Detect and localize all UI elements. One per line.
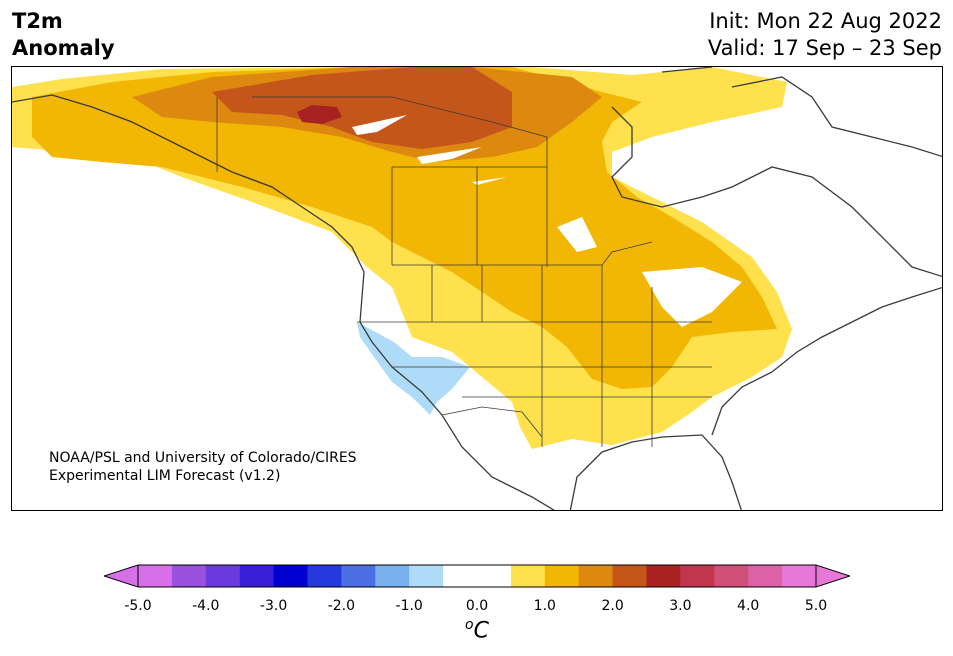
colorbar-cell xyxy=(782,565,817,587)
lake-patch xyxy=(472,177,507,185)
anomaly-map xyxy=(11,66,943,511)
colorbar-tick-label: 0.0 xyxy=(465,598,489,614)
credit-text: NOAA/PSL and University of Colorado/CIRE… xyxy=(49,449,357,485)
lake-patch xyxy=(352,115,407,135)
great-lakes-patch xyxy=(642,267,742,327)
colorbar-cell xyxy=(239,565,275,587)
colorbar-cell xyxy=(443,565,478,587)
colorbar-cell xyxy=(375,565,410,587)
title-line-1: T2m xyxy=(12,9,63,33)
colorbar-cell xyxy=(205,565,241,587)
colorbar-tick-label: 1.0 xyxy=(533,598,556,614)
political-borders xyxy=(216,96,712,447)
colorbar-cell xyxy=(748,565,783,587)
forecast-dates: Init: Mon 22 Aug 2022 Valid: 17 Sep – 23… xyxy=(708,8,942,62)
colorbar-tick-label: -4.0 xyxy=(192,598,220,614)
warm-anomaly-2-5c xyxy=(212,67,512,149)
colorbar-cell xyxy=(714,565,749,587)
title-line-2: Anomaly xyxy=(12,36,115,60)
colorbar-tick-label: -3.0 xyxy=(259,598,288,614)
colorbar-tick-label: -1.0 xyxy=(395,598,423,614)
lake-patch xyxy=(417,147,482,164)
colorbar-unit: oC xyxy=(465,617,489,643)
colorbar-tick-label: -5.0 xyxy=(124,598,152,614)
colorbar-cell xyxy=(646,565,681,587)
colorbar-cell xyxy=(171,565,207,587)
credit-line-1: NOAA/PSL and University of Colorado/CIRE… xyxy=(49,450,357,466)
cool-anomaly-region xyxy=(357,322,470,415)
unit-letter: C xyxy=(473,618,489,644)
init-date: Init: Mon 22 Aug 2022 xyxy=(709,9,942,33)
colorbar-cell xyxy=(680,565,715,587)
colorbar xyxy=(104,564,850,588)
colorbar-cell xyxy=(273,565,308,587)
colorbar-cell xyxy=(612,565,647,587)
colorbar-cell xyxy=(138,565,173,587)
colorbar-outline xyxy=(137,564,817,588)
colorbar-cell xyxy=(510,565,546,587)
colorbar-cells xyxy=(138,565,817,587)
colorbar-tick-labels: -5.0 -4.0 -3.0 -2.0 -1.0 0.0 1.0 2.0 3.0 4.0 5.0 xyxy=(0,598,953,618)
lake-patch xyxy=(557,217,597,252)
colorbar-tick-label: -2.0 xyxy=(327,598,356,614)
map-canvas xyxy=(12,67,942,510)
warm-anomaly-1-5c xyxy=(32,67,777,389)
colorbar-tick-label: 2.0 xyxy=(601,598,624,614)
unit-degree-symbol: o xyxy=(465,617,474,633)
colorbar-tick-label: 3.0 xyxy=(669,598,692,614)
colorbar-cell xyxy=(578,565,614,587)
valid-date: Valid: 17 Sep – 23 Sep xyxy=(707,36,942,60)
warm-anomaly-3c xyxy=(297,105,342,124)
colorbar-cell xyxy=(409,565,444,587)
colorbar-tick-label: 4.0 xyxy=(737,598,760,614)
colorbar-cell xyxy=(544,565,580,587)
colorbar-under-arrow xyxy=(104,564,139,588)
colorbar-cell xyxy=(307,565,342,587)
colorbar-cell xyxy=(477,565,512,587)
map-title: T2m Anomaly xyxy=(12,8,115,62)
colorbar-over-arrow xyxy=(815,564,850,588)
colorbar-tick-label: 5.0 xyxy=(804,598,828,614)
credit-line-2: Experimental LIM Forecast (v1.2) xyxy=(49,468,281,484)
colorbar-cell xyxy=(341,565,376,587)
coastlines xyxy=(12,67,942,510)
